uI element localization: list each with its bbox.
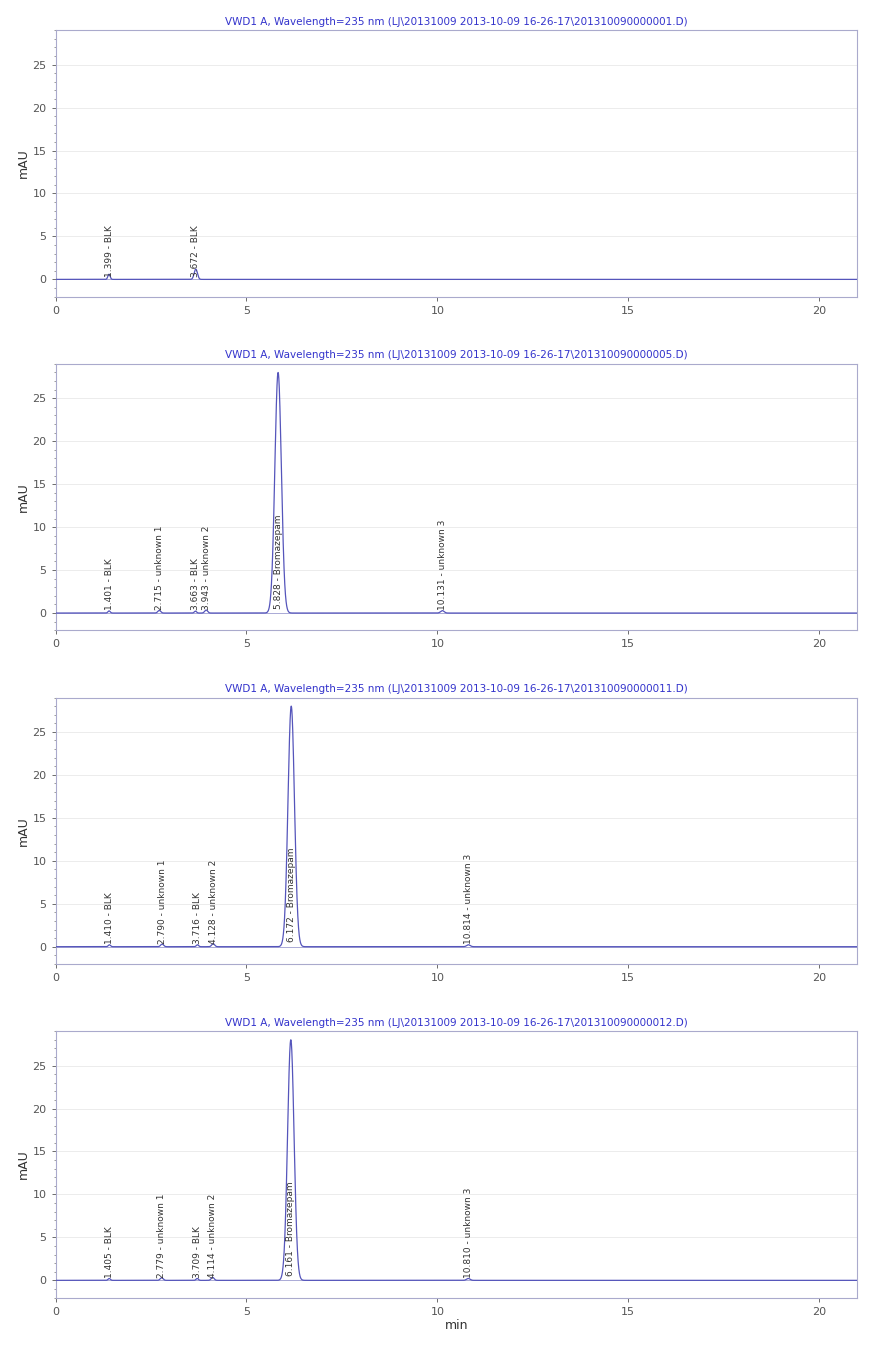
Text: 3.716 - BLK: 3.716 - BLK <box>193 892 202 944</box>
Text: 10.810 - unknown 3: 10.810 - unknown 3 <box>464 1187 473 1278</box>
Y-axis label: mAU: mAU <box>17 1149 30 1179</box>
Text: 4.128 - unknown 2: 4.128 - unknown 2 <box>209 859 218 944</box>
Title: VWD1 A, Wavelength=235 nm (LJ\20131009 2013-10-09 16-26-17\201310090000012.D): VWD1 A, Wavelength=235 nm (LJ\20131009 2… <box>225 1017 688 1028</box>
Text: 1.405 - BLK: 1.405 - BLK <box>105 1226 114 1278</box>
Y-axis label: mAU: mAU <box>17 816 30 846</box>
Text: 3.709 - BLK: 3.709 - BLK <box>192 1226 202 1278</box>
Text: 10.131 - unknown 3: 10.131 - unknown 3 <box>438 521 447 611</box>
Y-axis label: mAU: mAU <box>17 482 30 511</box>
Text: 2.715 - unknown 1: 2.715 - unknown 1 <box>155 526 163 611</box>
Title: VWD1 A, Wavelength=235 nm (LJ\20131009 2013-10-09 16-26-17\201310090000011.D): VWD1 A, Wavelength=235 nm (LJ\20131009 2… <box>225 684 688 693</box>
Text: 10.814 - unknown 3: 10.814 - unknown 3 <box>464 854 473 944</box>
Text: 4.114 - unknown 2: 4.114 - unknown 2 <box>208 1194 217 1278</box>
Text: 3.943 - unknown 2: 3.943 - unknown 2 <box>202 526 211 611</box>
Title: VWD1 A, Wavelength=235 nm (LJ\20131009 2013-10-09 16-26-17\201310090000001.D): VWD1 A, Wavelength=235 nm (LJ\20131009 2… <box>225 16 688 27</box>
Text: 5.828 - Bromazepam: 5.828 - Bromazepam <box>274 514 282 608</box>
Title: VWD1 A, Wavelength=235 nm (LJ\20131009 2013-10-09 16-26-17\201310090000005.D): VWD1 A, Wavelength=235 nm (LJ\20131009 2… <box>225 351 688 360</box>
Text: 2.790 - unknown 1: 2.790 - unknown 1 <box>157 859 167 944</box>
Y-axis label: mAU: mAU <box>17 148 30 178</box>
Text: 1.399 - BLK: 1.399 - BLK <box>105 225 114 277</box>
Text: 1.410 - BLK: 1.410 - BLK <box>105 893 114 944</box>
Text: 6.161 - Bromazepam: 6.161 - Bromazepam <box>287 1182 295 1276</box>
Text: 3.663 - BLK: 3.663 - BLK <box>191 558 200 611</box>
Text: 1.401 - BLK: 1.401 - BLK <box>105 558 114 611</box>
Text: 6.172 - Bromazepam: 6.172 - Bromazepam <box>287 849 295 943</box>
X-axis label: min: min <box>445 1319 468 1333</box>
Text: 2.779 - unknown 1: 2.779 - unknown 1 <box>157 1194 166 1278</box>
Text: 3.672 - BLK: 3.672 - BLK <box>191 225 200 277</box>
